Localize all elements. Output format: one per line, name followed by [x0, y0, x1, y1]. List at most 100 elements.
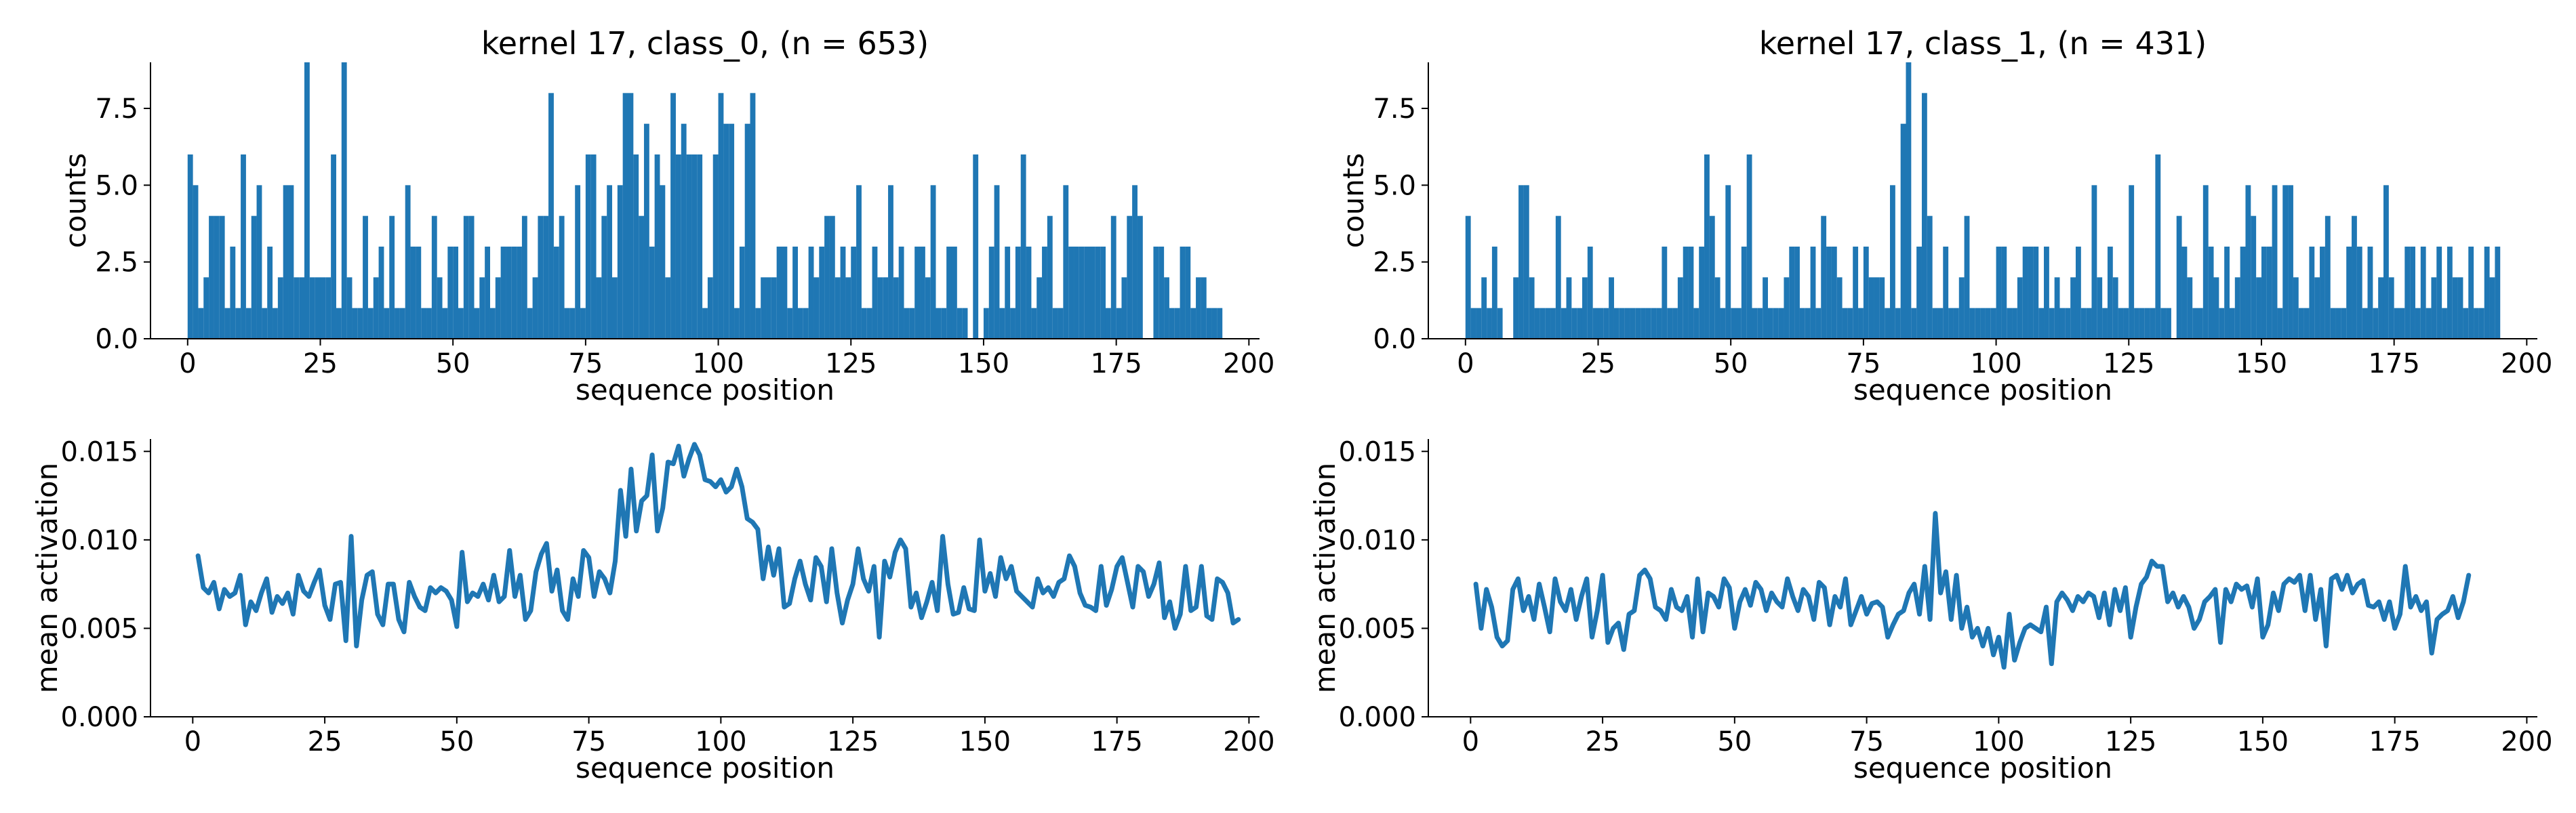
y-tick-label: 7.5: [95, 93, 138, 125]
bar: [1975, 308, 1981, 339]
bar: [2431, 277, 2437, 339]
series-line: [195, 442, 1241, 649]
bar: [697, 154, 703, 339]
bar: [734, 308, 740, 339]
bar: [670, 93, 676, 339]
bar: [2054, 277, 2060, 339]
bar: [256, 185, 262, 339]
bar: [1206, 308, 1212, 339]
bar: [861, 308, 867, 339]
bar: [946, 247, 952, 339]
y-tick-label: 0.000: [1338, 702, 1416, 733]
bar: [1937, 308, 1944, 339]
bar: [442, 308, 448, 339]
bar: [203, 277, 209, 339]
bar: [485, 247, 490, 339]
bar: [845, 277, 851, 339]
bar: [230, 247, 236, 339]
bar: [1667, 308, 1673, 339]
bar: [707, 277, 713, 339]
bar: [294, 277, 300, 339]
bar: [2373, 308, 2379, 339]
bar: [834, 277, 841, 339]
bar: [1677, 277, 1683, 339]
bar: [241, 154, 246, 339]
bar: [325, 277, 331, 339]
bar: [590, 154, 597, 339]
bar: [2202, 185, 2209, 339]
bar: [2426, 308, 2432, 339]
bar: [2410, 247, 2415, 339]
bar: [2293, 277, 2299, 339]
bar: [395, 308, 400, 339]
bar: [1932, 308, 1938, 339]
bar: [1196, 277, 1201, 339]
bar: [309, 277, 315, 339]
bar: [320, 277, 326, 339]
bar: [2303, 308, 2310, 339]
bar: [2144, 308, 2150, 339]
bar: [2399, 308, 2405, 339]
bar: [1164, 277, 1169, 339]
bar: [1799, 308, 1805, 339]
bar: [2181, 247, 2188, 339]
bar: [506, 247, 512, 339]
bar: [1619, 308, 1625, 339]
bar: [458, 308, 464, 339]
bar: [607, 185, 613, 339]
bar: [1767, 308, 1773, 339]
bar: [1609, 277, 1614, 339]
bar: [2394, 308, 2400, 339]
bar: [1058, 308, 1064, 339]
bar: [649, 247, 655, 339]
bar: [1911, 308, 1917, 339]
bar: [2044, 247, 2049, 339]
bar: [1545, 308, 1551, 339]
bar: [1550, 308, 1556, 339]
bar: [1465, 215, 1471, 339]
x-tick-label: 0: [184, 726, 201, 757]
bar: [1868, 277, 1874, 339]
bar: [2224, 247, 2230, 339]
bar: [405, 185, 411, 339]
x-tick-label: 150: [959, 726, 1011, 757]
bar: [1720, 308, 1726, 339]
bar: [1969, 308, 1975, 339]
bar: [336, 308, 342, 339]
bar: [2219, 308, 2225, 339]
bar: [729, 123, 735, 339]
bar: [935, 308, 942, 339]
bar: [866, 308, 872, 339]
bar: [1752, 308, 1758, 339]
bar: [686, 154, 692, 339]
x-tick-label: 200: [2501, 726, 2552, 757]
bar: [1217, 308, 1223, 339]
y-tick-label: 0.0: [95, 324, 138, 355]
x-tick-label: 100: [692, 348, 744, 379]
bar: [2404, 247, 2411, 339]
bar: [416, 247, 422, 339]
bar: [2198, 308, 2203, 339]
bar: [352, 308, 358, 339]
bar: [1566, 277, 1572, 339]
bar: [691, 154, 698, 339]
bar: [803, 308, 809, 339]
bar: [2065, 308, 2071, 339]
x-tick-label: 150: [2236, 348, 2287, 379]
y-tick-label: 0.0: [1373, 324, 1416, 355]
bar: [1885, 308, 1891, 339]
bar: [904, 308, 910, 339]
bar: [2495, 247, 2501, 339]
bar: [2107, 247, 2113, 339]
bar: [2102, 308, 2108, 339]
bar: [532, 277, 538, 339]
bar: [2017, 277, 2023, 339]
bar: [363, 215, 368, 339]
bar: [1662, 247, 1668, 339]
bar: [1159, 247, 1165, 339]
bar: [1746, 154, 1752, 339]
bar: [909, 308, 915, 339]
x-tick-label: 100: [695, 726, 746, 757]
x-axis-label: sequence position: [1853, 373, 2112, 406]
bar: [1180, 247, 1186, 339]
